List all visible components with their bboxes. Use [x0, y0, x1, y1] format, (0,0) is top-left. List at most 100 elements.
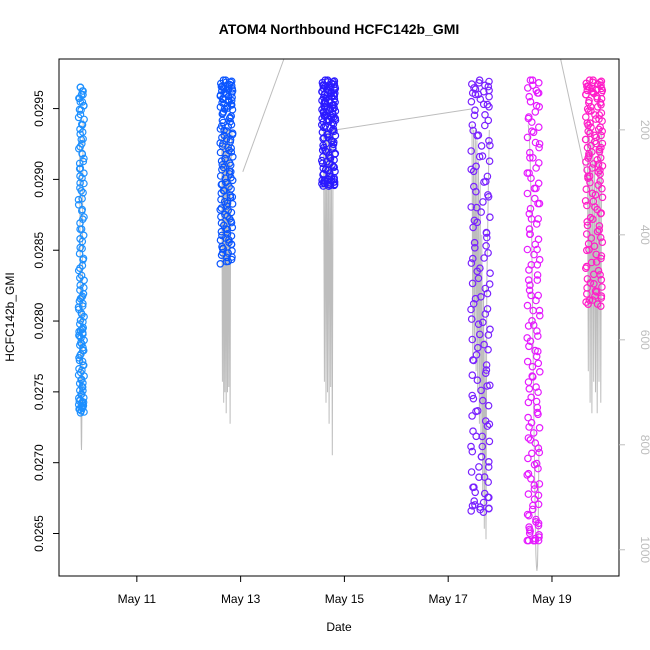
data-point — [468, 335, 477, 344]
data-point — [589, 270, 598, 279]
y-tick-label: 0.0295 — [32, 90, 46, 127]
data-point — [328, 104, 337, 113]
data-point — [473, 343, 482, 352]
data-point — [331, 114, 340, 123]
data-point — [528, 449, 536, 458]
data-point — [478, 442, 487, 451]
data-point — [223, 212, 232, 221]
data-point — [467, 147, 476, 155]
data-point — [468, 121, 477, 129]
data-point — [78, 121, 87, 129]
data-point — [581, 197, 590, 205]
data-point — [224, 143, 232, 152]
data-point — [534, 388, 542, 397]
data-point — [597, 209, 606, 217]
data-point — [78, 150, 87, 158]
data-point — [528, 127, 536, 136]
data-point — [535, 306, 544, 315]
data-point — [523, 301, 532, 310]
data-point — [467, 259, 476, 267]
data-point — [584, 154, 592, 162]
data-point — [225, 170, 234, 178]
data-point — [471, 501, 479, 509]
data-point — [468, 371, 477, 380]
data-point — [485, 420, 494, 429]
data-point — [76, 143, 85, 151]
data-point — [594, 160, 603, 169]
data-point — [79, 90, 87, 99]
data-point — [482, 233, 491, 242]
data-point — [581, 90, 590, 99]
data-point — [524, 490, 533, 498]
y-axis: 0.0265 0.0270 0.0275 0.0280 0.0285 0.0290 0.02… — [32, 90, 59, 552]
data-point — [531, 138, 540, 147]
data-point — [470, 244, 479, 252]
data-point — [480, 121, 489, 130]
data-point — [532, 164, 540, 172]
data-point — [583, 119, 592, 127]
x-tick-label: May 13 — [221, 592, 261, 606]
data-point — [74, 201, 83, 209]
data-point — [595, 226, 604, 234]
data-point — [535, 311, 544, 320]
data-point — [590, 279, 598, 288]
data-point — [526, 154, 534, 162]
data-point — [468, 412, 476, 420]
data-point — [76, 274, 84, 282]
data-point — [477, 386, 485, 395]
data-point — [323, 130, 331, 139]
data-point — [524, 398, 533, 407]
data-point — [319, 143, 328, 152]
data-point — [530, 481, 539, 489]
data-point — [594, 266, 603, 275]
data-point — [218, 244, 227, 253]
data-point — [76, 83, 85, 92]
data-point — [317, 121, 326, 129]
data-point — [586, 119, 594, 127]
data-point — [475, 330, 484, 339]
data-point — [216, 206, 225, 214]
data-point — [524, 322, 533, 330]
data-point — [470, 238, 479, 247]
y-tick-label: 0.0290 — [32, 161, 46, 198]
data-point — [467, 442, 475, 451]
data-point — [228, 193, 237, 201]
data-point — [80, 283, 88, 292]
data-point — [596, 123, 605, 132]
data-point — [525, 342, 533, 351]
data-point — [524, 434, 533, 442]
data-point — [79, 343, 87, 352]
data-point — [484, 345, 492, 354]
y-tick-label: 0.0265 — [32, 515, 46, 552]
data-point — [222, 89, 230, 97]
data-point — [476, 95, 485, 104]
data-point — [535, 533, 543, 541]
data-point — [597, 275, 606, 284]
data-point — [224, 257, 233, 266]
data-point — [592, 258, 601, 266]
data-point — [593, 227, 602, 236]
x-tick-label: May 11 — [118, 592, 157, 606]
data-point — [598, 193, 607, 202]
data-point — [469, 483, 477, 492]
data-point — [80, 276, 88, 285]
data-point — [480, 489, 489, 498]
data-point — [534, 123, 543, 132]
data-point — [74, 113, 83, 122]
data-point — [534, 199, 542, 208]
data-point — [472, 203, 481, 212]
data-point — [328, 79, 336, 88]
data-point — [523, 536, 532, 545]
data-point — [317, 156, 326, 165]
data-point — [533, 89, 542, 97]
data-point — [524, 413, 532, 422]
data-point — [529, 501, 537, 510]
data-point — [227, 144, 236, 153]
data-point — [597, 143, 605, 152]
data-point — [77, 135, 86, 144]
plot-layer — [74, 58, 607, 571]
data-point — [219, 118, 228, 127]
data-point — [480, 178, 488, 186]
y-axis-label: HCFC142b_GMI — [3, 272, 17, 361]
